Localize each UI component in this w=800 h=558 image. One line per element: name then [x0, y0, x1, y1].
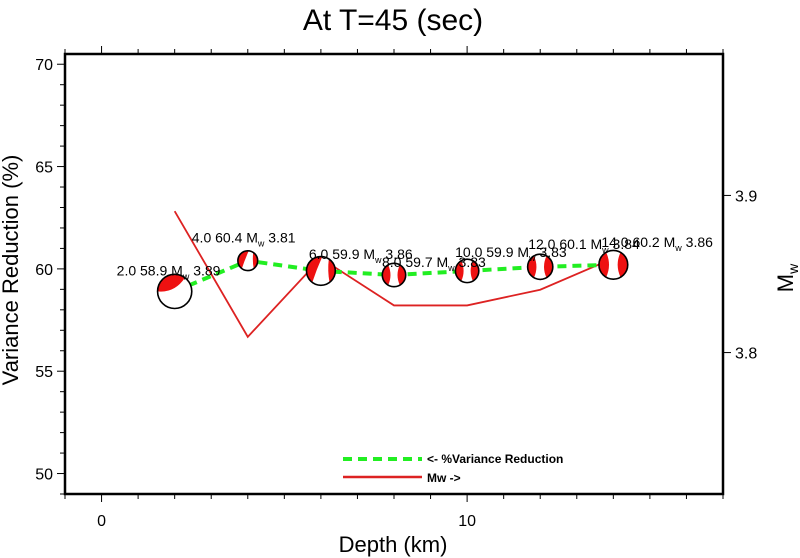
beachball-outline: [526, 253, 554, 281]
y2-tick-label: 3.9: [735, 188, 757, 205]
beachball-quadrant: [617, 252, 628, 278]
annotation-depth-vr: 10.0 59.9 M: [455, 244, 529, 260]
chart-title: At T=45 (sec): [303, 4, 483, 37]
annotation-mw-value: 3.83: [455, 254, 486, 270]
beachball-quadrant: [237, 250, 249, 269]
beachball-marker: [156, 273, 193, 310]
beachball-quadrant: [306, 256, 323, 283]
axes: 0 10 50 55 60 65 70 3.8 3.9: [35, 46, 757, 530]
annotation-depth-vr: 6.0 59.9 M: [309, 246, 375, 262]
y2-axis-label: Mw: [773, 263, 800, 292]
annotation-mw-sub: w: [528, 253, 536, 263]
beachball-marker: [454, 258, 480, 284]
annotation-mw-sub: w: [257, 239, 265, 249]
beachball-marker: [381, 262, 407, 288]
y2-axis-label-main: M: [773, 274, 798, 292]
beachball-outline: [156, 273, 193, 310]
y-tick-label: 70: [35, 57, 53, 74]
beachball-quadrant: [598, 252, 610, 278]
point-annotation: 6.0 59.9 Mw 3.86: [309, 246, 413, 265]
annotation-mw-value: 3.86: [682, 234, 713, 250]
annotation-depth-vr: 4.0 60.4 M: [192, 230, 258, 246]
point-annotation: 10.0 59.9 Mw 3.83: [455, 244, 567, 263]
annotation-mw-value: 3.84: [609, 236, 640, 252]
y2-axis-label-sub: w: [785, 263, 800, 275]
legend-label-variance-reduction: <- %Variance Reduction: [427, 452, 563, 466]
annotation-mw-sub: w: [447, 263, 455, 273]
y-tick-label: 55: [35, 364, 53, 381]
annotation-mw-value: 3.89: [189, 262, 220, 278]
beachball-outline: [381, 262, 407, 288]
y2-tick-label: 3.8: [735, 346, 757, 363]
annotation-depth-vr: 12.0 60.1 M: [528, 236, 602, 252]
point-annotation: 4.0 60.4 Mw 3.81: [192, 230, 296, 249]
y-axis-label: Variance Reduction (%): [0, 155, 23, 386]
beachball-marker: [305, 255, 337, 287]
annotation-mw-value: 3.86: [382, 246, 413, 262]
point-annotation: 8.0 59.7 Mw 3.83: [382, 254, 486, 273]
legend-label-mw: Mw ->: [427, 471, 461, 485]
plot-area: 2.0 58.9 Mw 3.894.0 60.4 Mw 3.816.0 59.9…: [117, 210, 713, 339]
y-tick-label: 60: [35, 262, 53, 279]
mw-series-line: [173, 210, 614, 339]
beachball-outline: [305, 255, 337, 287]
beachball-quadrant: [544, 255, 553, 278]
annotation-mw-value: 3.81: [264, 230, 295, 246]
annotation-mw-sub: w: [374, 255, 382, 265]
annotation-mw-sub: w: [674, 243, 682, 253]
x-tick-label: 10: [458, 513, 476, 530]
point-annotation: 2.0 58.9 Mw 3.89: [117, 262, 221, 281]
annotation-depth-vr: 2.0 58.9 M: [117, 262, 183, 278]
point-annotation: 12.0 60.1 Mw 3.84: [528, 236, 640, 255]
plot-frame: [63, 52, 725, 496]
beachball-outline: [598, 249, 629, 280]
beachball-quadrant: [527, 255, 537, 278]
svg-text:Mw: Mw: [773, 263, 800, 292]
annotation-mw-sub: w: [601, 245, 609, 255]
x-axis-label: Depth (km): [339, 532, 448, 557]
point-annotation: 14.0 60.2 Mw 3.86: [601, 234, 713, 253]
beachball-marker: [526, 253, 554, 281]
beachball-marker: [598, 249, 629, 280]
annotation-mw-value: 3.83: [536, 244, 567, 260]
legend: <- %Variance Reduction Mw ->: [343, 452, 563, 485]
beachball-outline: [237, 249, 259, 272]
y-tick-label: 50: [35, 467, 53, 484]
beachball-outline: [454, 258, 480, 284]
annotation-depth-vr: 8.0 59.7 M: [382, 254, 448, 270]
annotation-mw-sub: w: [182, 271, 190, 281]
x-tick-label: 0: [97, 513, 106, 530]
y-tick-label: 65: [35, 160, 53, 177]
beachball-marker: [237, 249, 259, 272]
annotation-depth-vr: 14.0 60.2 M: [601, 234, 675, 250]
